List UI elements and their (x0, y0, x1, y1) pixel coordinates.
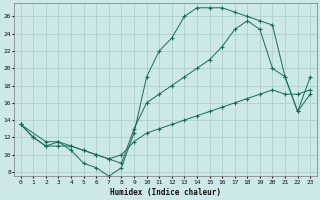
X-axis label: Humidex (Indice chaleur): Humidex (Indice chaleur) (110, 188, 221, 197)
